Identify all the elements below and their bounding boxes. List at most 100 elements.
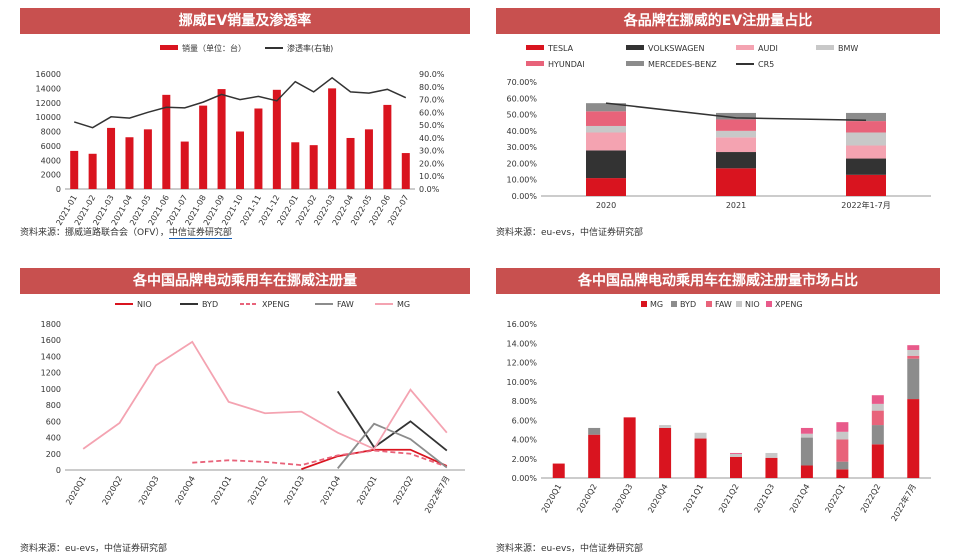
bar-segment bbox=[716, 130, 756, 138]
y-tick-label: 800 bbox=[46, 401, 61, 410]
y-tick-label: 10.0% bbox=[419, 172, 445, 181]
bar bbox=[180, 141, 189, 189]
bar-segment bbox=[694, 438, 707, 478]
y-tick-label: 40.00% bbox=[506, 127, 537, 136]
bar bbox=[88, 153, 97, 189]
series-line bbox=[192, 449, 448, 468]
x-tick-label: 2021 bbox=[726, 201, 746, 210]
y-tick-label: 80.0% bbox=[419, 83, 445, 92]
y-tick-label: 1000 bbox=[41, 385, 61, 394]
bar bbox=[309, 145, 318, 189]
source-note: 资料来源：eu-evs，中信证券研究部 bbox=[496, 228, 644, 238]
x-tick-label: 2020Q3 bbox=[137, 475, 161, 507]
y-tick-label: 400 bbox=[46, 434, 61, 443]
legend-swatch bbox=[671, 301, 677, 307]
y-tick-label: 1400 bbox=[41, 352, 61, 361]
bar-segment bbox=[800, 437, 813, 466]
y-tick-label: 1200 bbox=[41, 369, 61, 378]
legend-label: NIO bbox=[137, 300, 152, 309]
legend-swatch bbox=[766, 301, 772, 307]
y-tick-label: 0.00% bbox=[512, 192, 538, 201]
y-tick-label: 40.0% bbox=[419, 134, 445, 143]
bar-segment bbox=[586, 125, 626, 133]
x-tick-label: 2020 bbox=[596, 201, 616, 210]
panel-ev-sales: 挪威EV销量及渗透率 销量（单位：台） 渗透率(右轴) 0 2000 4000 6000 8… bbox=[20, 8, 470, 248]
x-tick-label: 2022Q1 bbox=[823, 483, 847, 515]
y-tick-label: 6.00% bbox=[512, 416, 538, 425]
y-tick-label: 0.0% bbox=[419, 185, 440, 194]
x-tick-label: 2022Q2 bbox=[392, 475, 416, 507]
x-tick-label: 2021Q3 bbox=[753, 483, 777, 515]
bar-segment bbox=[846, 121, 886, 133]
y-tick-label: 600 bbox=[46, 417, 61, 426]
chart-brand-share: TESLA VOLKSWAGEN AUDI BMW HYUNDAI MERCEDES-BE… bbox=[506, 44, 931, 210]
y-tick-label: 60.0% bbox=[419, 108, 445, 117]
x-tick-label: 2020Q1 bbox=[540, 483, 564, 515]
x-tick-label: 2022年7月 bbox=[422, 474, 451, 515]
bar bbox=[217, 89, 226, 189]
y-tick-label: 12.00% bbox=[506, 359, 537, 368]
bar-segment bbox=[765, 457, 778, 478]
bar-segment bbox=[871, 410, 884, 426]
bar bbox=[143, 129, 152, 189]
legend-label: TESLA bbox=[547, 44, 574, 53]
y-tick-label: 10.00% bbox=[506, 378, 537, 387]
y-tick-label: 12000 bbox=[36, 99, 61, 108]
y-tick-label: 0 bbox=[56, 185, 61, 194]
bar-segment bbox=[716, 152, 756, 169]
legend-label: 销量（单位：台） bbox=[182, 43, 246, 53]
bar-segment bbox=[871, 403, 884, 411]
bar-segment bbox=[846, 145, 886, 159]
series-line bbox=[82, 340, 448, 451]
x-tick-label: 2022年1-7月 bbox=[841, 200, 890, 210]
bar-segment bbox=[716, 168, 756, 196]
y-tick-label: 8000 bbox=[41, 128, 61, 137]
bar-segment bbox=[716, 112, 756, 120]
bar-segment bbox=[871, 425, 884, 445]
bar-segment bbox=[907, 345, 920, 350]
bar-segment bbox=[800, 433, 813, 438]
y-tick-label: 4000 bbox=[41, 156, 61, 165]
bar bbox=[107, 127, 116, 189]
x-tick-label: 2021Q4 bbox=[319, 475, 343, 507]
bar bbox=[199, 105, 208, 189]
y-tick-label: 10.00% bbox=[506, 176, 537, 185]
bar-segment bbox=[907, 358, 920, 400]
y-tick-label: 70.00% bbox=[506, 78, 537, 87]
y-tick-label: 2.00% bbox=[512, 455, 538, 464]
legend-swatch bbox=[706, 301, 712, 307]
bar-segment bbox=[871, 395, 884, 404]
source-link[interactable]: 中信证券研究部 bbox=[168, 228, 232, 239]
legend-label: MG bbox=[397, 300, 410, 309]
x-tick-label: 2021Q1 bbox=[210, 475, 234, 507]
bar-segment bbox=[623, 417, 636, 478]
y-tick-label: 0.00% bbox=[512, 474, 538, 483]
y-tick-label: 10000 bbox=[36, 113, 61, 122]
x-tick-label: 2021Q2 bbox=[246, 475, 270, 507]
bar-segment bbox=[586, 103, 626, 112]
legend-swatch bbox=[816, 45, 834, 50]
series-line bbox=[605, 102, 867, 122]
x-tick-label: 2022Q2 bbox=[859, 483, 883, 515]
y-tick-label: 20.0% bbox=[419, 159, 445, 168]
bar-segment bbox=[871, 444, 884, 478]
panel-cn-registrations: 各中国品牌电动乘用车在挪威注册量 NIO BYD XPENG FAW MG 0 200 400… bbox=[20, 268, 470, 538]
legend-label: VOLKSWAGEN bbox=[648, 44, 704, 53]
legend-label: MG bbox=[650, 300, 663, 309]
y-tick-label: 14000 bbox=[36, 84, 61, 93]
legend-label: 渗透率(右轴) bbox=[287, 43, 333, 53]
x-tick-label: 2021Q2 bbox=[717, 483, 741, 515]
y-tick-label: 70.0% bbox=[419, 96, 445, 105]
x-tick-label: 2020Q1 bbox=[64, 475, 88, 507]
y-tick-label: 4.00% bbox=[512, 436, 538, 445]
bar-segment bbox=[846, 112, 886, 122]
y-tick-label: 14.00% bbox=[506, 339, 537, 348]
legend-swatch bbox=[160, 45, 178, 50]
legend-swatch bbox=[641, 301, 647, 307]
y-tick-label: 30.0% bbox=[419, 147, 445, 156]
bar-segment bbox=[836, 431, 849, 440]
series-line bbox=[337, 422, 448, 469]
legend-label: CR5 bbox=[758, 60, 774, 69]
legend-swatch bbox=[626, 45, 644, 50]
bar-segment bbox=[586, 132, 626, 151]
